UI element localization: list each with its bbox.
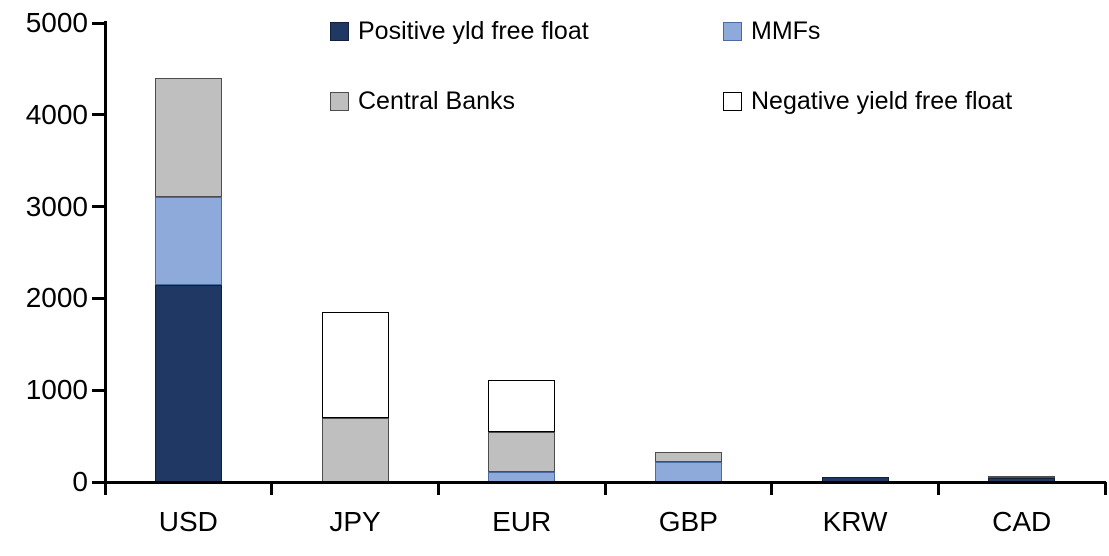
- y-axis-tick-5000: [92, 21, 105, 25]
- x-axis-tick-1: [270, 482, 274, 495]
- x-axis-tick-2: [436, 482, 440, 495]
- bar-segment-jpy-negative-yield-free-float: [321, 312, 389, 418]
- x-axis-label-eur: EUR: [492, 506, 552, 537]
- legend-item-negative-yield-free-float: Negative yield free float: [723, 88, 1012, 114]
- y-axis-tick-0: [92, 480, 105, 484]
- legend-label-negative-yield-free-float: Negative yield free float: [751, 87, 1013, 115]
- x-axis-tick-5: [936, 482, 940, 495]
- bar-segment-usd-positive-yld-free-float: [154, 284, 222, 482]
- legend-label-mmfs: MMFs: [751, 17, 821, 45]
- bar-segment-eur-central-banks: [488, 431, 556, 472]
- bar-segment-gbp-central-banks: [654, 451, 722, 462]
- x-axis-tick-3: [603, 482, 607, 495]
- legend-label-central-banks: Central Banks: [358, 87, 516, 115]
- legend-swatch-central-banks: [330, 91, 349, 111]
- legend-label-positive-yld-free-float: Positive yld free float: [358, 17, 589, 45]
- bar-segment-jpy-central-banks: [321, 417, 389, 482]
- y-axis-label-5000: 5000: [25, 7, 88, 38]
- x-axis-label-cad: CAD: [992, 506, 1052, 537]
- x-axis-label-jpy: JPY: [329, 506, 381, 537]
- bar-segment-usd-central-banks: [154, 78, 222, 198]
- y-axis-label-1000: 1000: [25, 374, 88, 406]
- bar-segment-cad-central-banks: [988, 476, 1056, 479]
- y-axis-label-0: 0: [72, 466, 88, 497]
- legend-swatch-positive-yld-free-float: [330, 21, 349, 41]
- x-axis-tick-0: [103, 482, 107, 495]
- y-axis-line: [104, 21, 107, 484]
- y-axis-label-2000: 2000: [25, 282, 88, 314]
- bar-segment-gbp-mmfs: [654, 461, 722, 482]
- x-axis-label-usd: USD: [158, 506, 218, 537]
- y-axis-tick-2000: [92, 296, 105, 300]
- y-axis-tick-1000: [92, 388, 105, 392]
- y-axis-label-4000: 4000: [25, 98, 88, 130]
- legend-item-mmfs: MMFs: [723, 18, 820, 44]
- x-axis-label-krw: KRW: [822, 506, 888, 537]
- legend-swatch-mmfs: [723, 21, 742, 41]
- y-axis-label-3000: 3000: [25, 190, 88, 222]
- bar-segment-eur-negative-yield-free-float: [488, 380, 556, 432]
- y-axis-tick-4000: [92, 113, 105, 117]
- legend-item-central-banks: Central Banks: [330, 88, 515, 114]
- y-axis-tick-3000: [92, 205, 105, 209]
- bar-segment-usd-mmfs: [154, 197, 222, 285]
- x-axis-tick-6: [1103, 482, 1107, 495]
- x-axis-tick-4: [770, 482, 774, 495]
- legend-item-positive-yld-free-float: Positive yld free float: [330, 18, 589, 44]
- x-axis-line: [104, 481, 1106, 484]
- x-axis-label-gbp: GBP: [658, 506, 718, 537]
- legend-swatch-negative-yield-free-float: [723, 91, 742, 111]
